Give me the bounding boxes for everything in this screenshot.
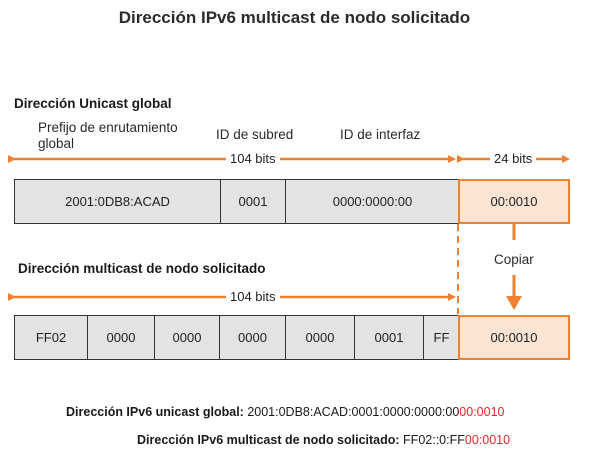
diagram-title: Dirección IPv6 multicast de nodo solicit… — [118, 8, 471, 27]
subnet-label: ID de subred — [216, 127, 294, 142]
multicast-104bits-label: 104 bits — [226, 289, 280, 304]
multicast-summary-label: Dirección IPv6 multicast de nodo solicit… — [137, 433, 400, 447]
copy-arrow-head — [506, 296, 522, 310]
multicast-field-4: 0000 — [219, 315, 286, 360]
multicast-field-2: 0000 — [87, 315, 155, 360]
unicast-field-last24: 00:0010 — [458, 179, 570, 224]
prefix-label: Prefijo de enrutamiento global — [38, 120, 178, 151]
multicast-field-5: 0000 — [285, 315, 355, 360]
multicast-summary: Dirección IPv6 multicast de nodo solicit… — [137, 433, 510, 447]
multicast-field-3: 0000 — [154, 315, 220, 360]
multicast-field-last24: 00:0010 — [458, 315, 570, 360]
multicast-field-6: 0001 — [354, 315, 424, 360]
multicast-summary-value: FF02::0:FF — [403, 433, 465, 447]
unicast-field-prefix: 2001:0DB8:ACAD — [14, 179, 221, 224]
multicast-field-ff: FF — [423, 315, 460, 360]
interface-label: ID de interfaz — [340, 127, 421, 142]
unicast-heading: Dirección Unicast global — [14, 96, 172, 111]
multicast-summary-value-red: 00:0010 — [464, 433, 511, 447]
unicast-summary-value-red: 00:0010 — [459, 405, 505, 419]
unicast-104bits-label: 104 bits — [226, 151, 280, 166]
multicast-heading: Dirección multicast de nodo solicitado — [18, 261, 266, 276]
unicast-summary-label: Dirección IPv6 unicast global: — [66, 405, 244, 419]
unicast-field-subnet: 0001 — [220, 179, 286, 224]
unicast-summary-value: 2001:0DB8:ACAD:0001:0000:0000:00 — [247, 405, 460, 419]
copy-24bits-label: 24 bits — [490, 151, 537, 166]
unicast-summary: Dirección IPv6 unicast global: 2001:0DB8… — [66, 405, 504, 419]
unicast-field-interface: 0000:0000:00 — [285, 179, 460, 224]
multicast-field-ff02: FF02 — [14, 315, 88, 360]
copy-label: Copiar — [494, 252, 534, 267]
